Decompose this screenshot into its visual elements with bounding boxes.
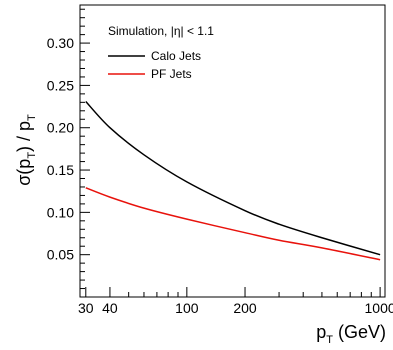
x-tick-label: 30 [78, 300, 94, 316]
legend-header: Simulation, |η| < 1.1 [108, 24, 214, 38]
x-axis-title-part1: p [316, 322, 326, 342]
y-tick-label: 0.25 [47, 77, 74, 93]
y-tick-label: 0.05 [47, 247, 74, 263]
x-tick-label: 1000 [365, 300, 393, 316]
x-axis: 30 40 100 200 1000 [78, 287, 393, 316]
y-axis-title-sub1: T [26, 152, 38, 159]
y-axis-title-part2: ) / p [14, 121, 34, 152]
series-line-pf-jets [85, 187, 381, 261]
y-tick-label: 0.15 [47, 162, 74, 178]
legend-label-pf-jets: PF Jets [151, 67, 192, 81]
y-tick-label: 0.30 [47, 35, 74, 51]
y-axis-title-part1: σ(p [14, 159, 34, 186]
series-line-calo-jets [85, 100, 381, 256]
x-axis-title-part2: (GeV) [333, 322, 386, 342]
x-axis-title-sub: T [326, 334, 333, 346]
y-tick-label: 0.20 [47, 120, 74, 136]
y-tick-label: 0.10 [47, 204, 74, 220]
x-axis-title: pT (GeV) [316, 322, 386, 346]
x-tick-label: 40 [102, 300, 118, 316]
plot-frame [79, 4, 386, 298]
y-axis-title: σ(pT) / pT [14, 114, 38, 186]
legend: Simulation, |η| < 1.1 Calo Jets PF Jets [108, 24, 214, 81]
legend-label-calo-jets: Calo Jets [151, 49, 201, 63]
x-tick-label: 100 [175, 300, 199, 316]
plot-series [85, 100, 381, 261]
y-axis-title-sub2: T [26, 114, 38, 121]
x-tick-label: 200 [233, 300, 257, 316]
y-axis: 0.05 0.10 0.15 0.20 0.25 0.30 [47, 8, 90, 290]
